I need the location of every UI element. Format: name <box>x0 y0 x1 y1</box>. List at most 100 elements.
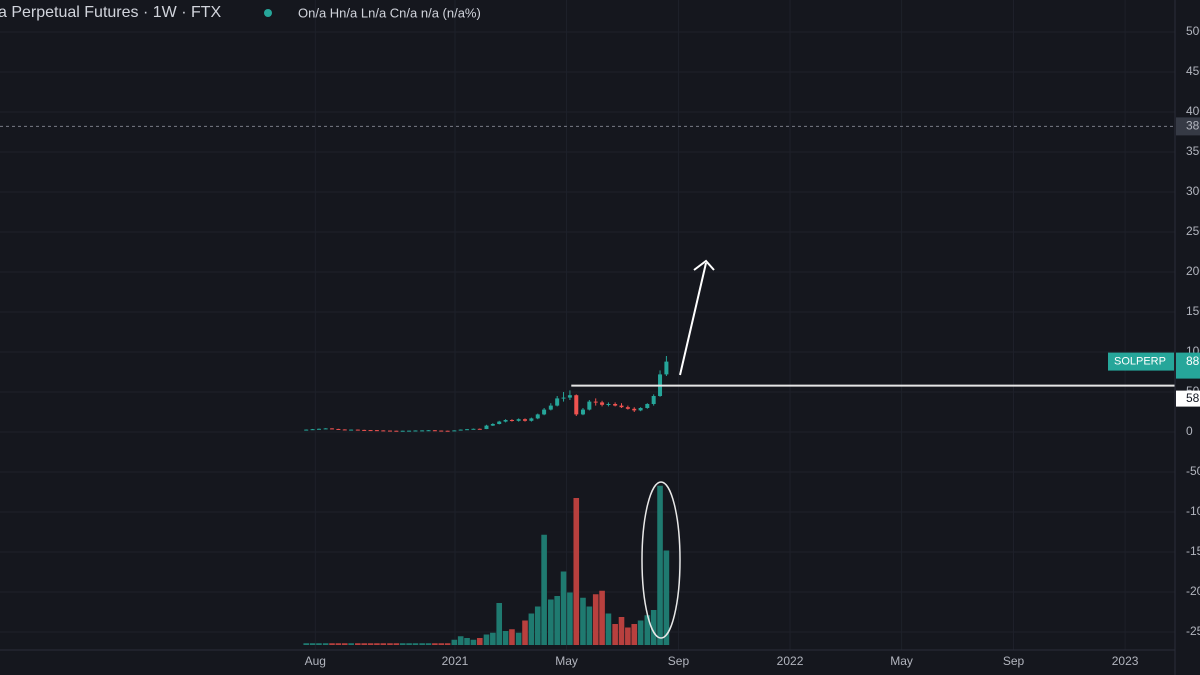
x-tick-label: Sep <box>668 654 690 668</box>
candle-body <box>452 430 457 432</box>
volume-bar <box>496 603 503 645</box>
volume-bar <box>560 571 567 645</box>
candle-body <box>632 408 637 411</box>
candle-body <box>362 429 367 431</box>
volume-bar <box>548 599 554 645</box>
candle-body <box>555 398 560 406</box>
candle-body <box>645 404 650 408</box>
volume-bar <box>322 643 329 645</box>
y-tick-label: 250 <box>1186 224 1200 238</box>
price-line-box <box>1176 390 1200 407</box>
volume-bar <box>490 632 496 645</box>
volume-bar <box>387 643 393 645</box>
volume-bar <box>637 620 644 645</box>
candle-body <box>471 428 476 430</box>
candle-body <box>535 414 540 419</box>
volume-bar <box>612 624 618 645</box>
candle-body <box>465 429 470 431</box>
volume-bar <box>592 594 599 645</box>
y-tick-label: 200 <box>1186 264 1200 278</box>
ellipse-drawing <box>641 481 681 639</box>
candle-body <box>490 424 495 426</box>
volume-bar <box>644 615 651 645</box>
y-tick-label: 0 <box>1186 424 1193 438</box>
volume-bar <box>457 636 464 645</box>
x-tick-label: May <box>890 654 913 668</box>
y-tick-label: 500 <box>1186 24 1200 38</box>
crosshair-label: 382 <box>1186 119 1200 133</box>
y-tick-label: -250 <box>1186 624 1200 638</box>
volume-bar <box>599 590 605 645</box>
candle-body <box>381 430 386 432</box>
volume-bar <box>515 632 522 645</box>
volume-bar <box>438 643 445 645</box>
arrow-head <box>693 259 715 271</box>
candle-body <box>420 430 425 432</box>
grid <box>0 0 1175 650</box>
candle-body <box>394 430 399 432</box>
volume-bar <box>412 643 419 645</box>
candle-body <box>426 430 431 432</box>
y-tick-label: 350 <box>1186 144 1200 158</box>
volume-bar <box>650 610 657 645</box>
volume-bar <box>419 643 425 645</box>
volume-bar <box>393 643 400 645</box>
volume-bar <box>355 643 361 645</box>
y-tick-label: 450 <box>1186 64 1200 78</box>
candle-body <box>336 428 341 430</box>
candle-body <box>330 428 335 430</box>
candle-body <box>567 395 572 398</box>
symbol-title: a Perpetual Futures · 1W · FTX <box>0 4 222 21</box>
x-tick-label: 2023 <box>1112 654 1139 668</box>
volume-bar <box>663 550 670 645</box>
price-line-label: 58 <box>1186 391 1200 405</box>
candle-body <box>638 408 643 411</box>
candle-body <box>387 430 392 432</box>
arrow-drawing <box>679 262 707 376</box>
volume-bar <box>380 643 387 645</box>
volume-bar <box>502 631 509 645</box>
plot <box>0 125 1175 645</box>
volume-bar <box>335 643 342 645</box>
candle-body <box>342 429 347 431</box>
volume-bar <box>451 639 458 645</box>
candle-body <box>304 429 309 431</box>
last-price-box <box>1176 352 1200 379</box>
candle-body <box>600 402 605 405</box>
candle-body <box>349 429 354 431</box>
volume-bar <box>522 620 528 645</box>
candle-body <box>529 418 534 421</box>
ohlc-legend: On/a Hn/a Ln/a Cn/a n/a (n/a%) <box>298 5 481 20</box>
volume-bar <box>367 643 374 645</box>
candle-body <box>503 420 508 422</box>
candle-body <box>316 428 321 430</box>
candle-body <box>593 401 598 403</box>
volume-bar <box>631 624 638 645</box>
candle-body <box>606 404 611 405</box>
candle-body <box>574 395 579 415</box>
volume-bar <box>406 643 412 645</box>
candle-body <box>432 430 437 432</box>
crosshair-box <box>1176 117 1200 136</box>
candle-body <box>516 419 521 421</box>
y-tick-label: -200 <box>1186 584 1200 598</box>
volume-bar <box>399 643 406 645</box>
volume-bar <box>341 643 348 645</box>
symbol-label: SOLPERP <box>1114 356 1166 368</box>
candle-body <box>619 405 624 408</box>
volume-bar <box>534 606 541 645</box>
candle-body <box>368 430 373 432</box>
volume-bar <box>509 629 515 645</box>
volume-bar <box>573 498 580 645</box>
volume-bar <box>309 643 316 645</box>
volume-bar <box>580 597 586 645</box>
candle-body <box>323 428 328 430</box>
candle-body <box>613 404 618 406</box>
candle-body <box>484 425 489 430</box>
volume-bar <box>483 634 490 645</box>
candle-body <box>561 397 566 399</box>
y-tick-label: -150 <box>1186 544 1200 558</box>
x-tick-label: Aug <box>305 654 326 668</box>
x-tick-label: 2022 <box>777 654 804 668</box>
candle-body <box>407 430 412 432</box>
